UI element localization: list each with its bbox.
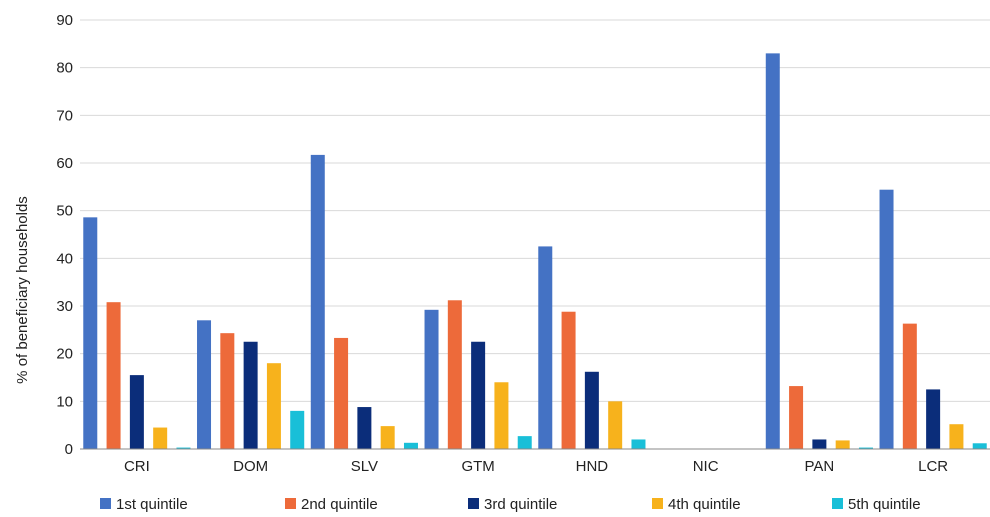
bar-pan-series-1 xyxy=(765,53,780,449)
bar-cri-series-3 xyxy=(129,375,144,449)
legend-item: 2nd quintile xyxy=(285,496,378,513)
x-tick-label: NIC xyxy=(693,458,719,475)
bar-dom-series-3 xyxy=(243,341,258,449)
bar-lcr-series-4 xyxy=(949,424,964,449)
bar-slv-series-1 xyxy=(310,154,325,449)
bar-hnd-series-3 xyxy=(584,371,599,449)
bar-slv-series-5 xyxy=(403,442,418,449)
bar-lcr-series-3 xyxy=(926,389,941,449)
legend-label: 3rd quintile xyxy=(484,496,557,513)
legend-swatch xyxy=(832,498,843,509)
y-tick-label: 90 xyxy=(56,12,73,29)
x-tick-label: LCR xyxy=(918,458,948,475)
bar-slv-series-2 xyxy=(334,337,349,449)
bar-cri-series-2 xyxy=(106,302,121,449)
legend-item: 5th quintile xyxy=(832,496,921,513)
y-tick-label: 80 xyxy=(56,60,73,77)
bar-hnd-series-1 xyxy=(538,246,553,449)
bar-dom-series-2 xyxy=(220,333,235,449)
legend-swatch xyxy=(100,498,111,509)
bar-pan-series-4 xyxy=(835,440,850,449)
x-tick-label: GTM xyxy=(461,458,494,475)
x-tick-label: PAN xyxy=(805,458,835,475)
bar-dom-series-4 xyxy=(266,363,281,449)
x-tick-label: HND xyxy=(576,458,609,475)
bar-cri-series-5 xyxy=(176,447,191,449)
bar-cri-series-1 xyxy=(83,217,98,449)
gridlines xyxy=(80,19,990,402)
y-tick-label: 60 xyxy=(56,155,73,172)
y-tick-label: 40 xyxy=(56,250,73,267)
bar-cri-series-4 xyxy=(153,427,168,449)
bar-gtm-series-5 xyxy=(517,436,532,449)
y-tick-label: 70 xyxy=(56,107,73,124)
bar-hnd-series-4 xyxy=(608,401,623,449)
bar-lcr-series-2 xyxy=(902,323,917,449)
bar-gtm-series-3 xyxy=(471,341,486,449)
bar-pan-series-5 xyxy=(858,447,873,449)
y-tick-label: 30 xyxy=(56,298,73,315)
bar-gtm-series-2 xyxy=(447,300,462,449)
bar-slv-series-3 xyxy=(357,407,372,449)
bar-dom-series-1 xyxy=(197,320,212,449)
x-tick-label: CRI xyxy=(124,458,150,475)
legend: 1st quintile 2nd quintile 3rd quintile 4th … xyxy=(100,496,921,513)
y-tick-label: 20 xyxy=(56,346,73,363)
bar-pan-series-3 xyxy=(812,439,827,449)
bar-slv-series-4 xyxy=(380,426,395,449)
x-tick-label: DOM xyxy=(233,458,268,475)
bar-hnd-series-5 xyxy=(631,439,646,449)
y-tick-label: 10 xyxy=(56,393,73,410)
y-axis: 0 10 20 30 40 50 60 70 80 90 xyxy=(56,12,73,458)
legend-label: 5th quintile xyxy=(848,496,921,513)
bar-gtm-series-4 xyxy=(494,382,509,449)
legend-swatch xyxy=(468,498,479,509)
x-axis: CRI DOM SLV GTM HND NIC PAN LCR xyxy=(124,458,948,475)
y-axis-label: % of beneficiary households xyxy=(14,196,31,384)
y-tick-label: 0 xyxy=(65,441,73,458)
bar-lcr-series-1 xyxy=(879,189,894,449)
bar-lcr-series-5 xyxy=(972,443,987,449)
legend-item: 4th quintile xyxy=(652,496,741,513)
bar-gtm-series-1 xyxy=(424,309,439,449)
y-tick-label: 50 xyxy=(56,203,73,220)
legend-label: 2nd quintile xyxy=(301,496,378,513)
bar-pan-series-2 xyxy=(789,386,804,449)
legend-swatch xyxy=(285,498,296,509)
legend-item: 3rd quintile xyxy=(468,496,557,513)
legend-label: 4th quintile xyxy=(668,496,741,513)
legend-label: 1st quintile xyxy=(116,496,188,513)
x-tick-label: SLV xyxy=(351,458,378,475)
bar-hnd-series-2 xyxy=(561,311,576,449)
bars xyxy=(83,53,987,449)
legend-swatch xyxy=(652,498,663,509)
legend-item: 1st quintile xyxy=(100,496,188,513)
bar-dom-series-5 xyxy=(290,410,305,449)
